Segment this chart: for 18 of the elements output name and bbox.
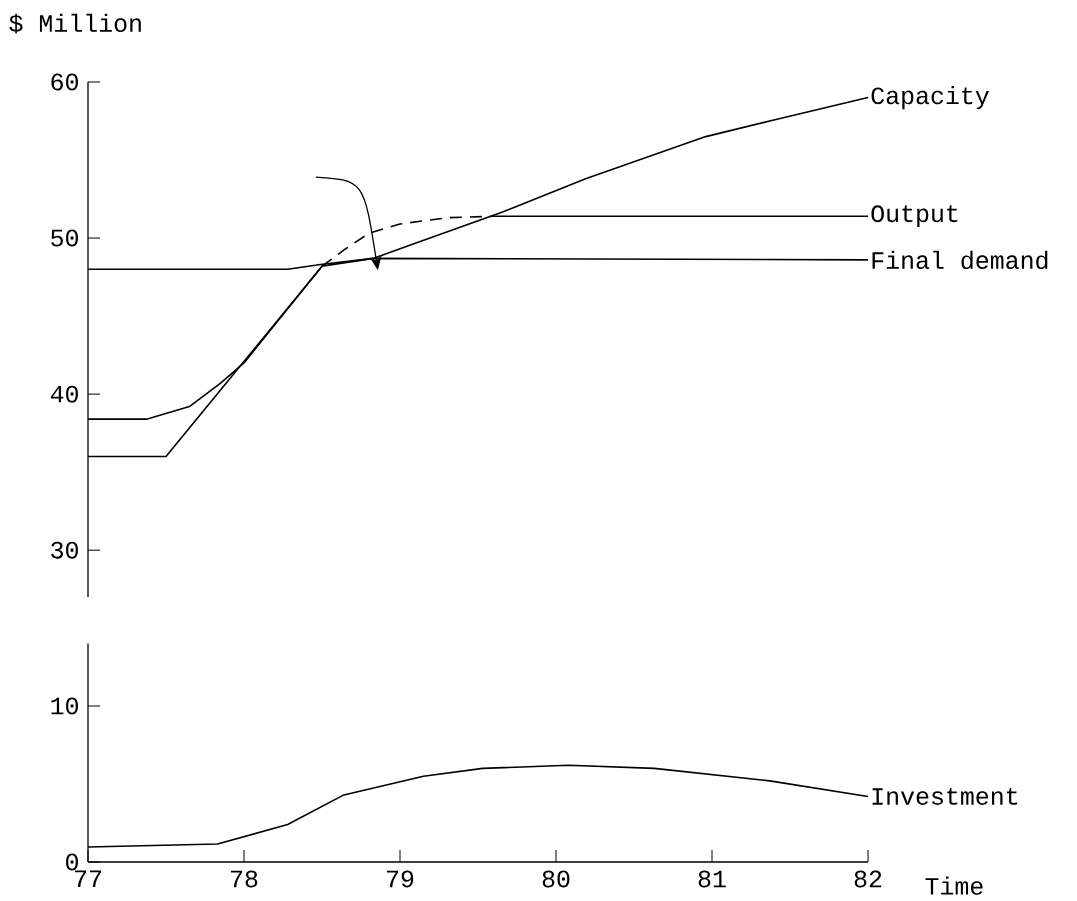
y-tick-label: 50: [51, 229, 78, 247]
y-tick-label: 40: [50, 385, 78, 403]
y-tick-label: 60: [51, 73, 78, 91]
y-tick-label: 10: [51, 697, 78, 715]
series-label: Final demand: [872, 250, 1048, 270]
y-axis-title: $ Million: [9, 13, 141, 34]
x-tick-label: 82: [854, 870, 882, 888]
series-label: Capacity: [871, 85, 989, 110]
x-tick-label: 81: [698, 870, 726, 888]
y-tick-label: 0: [66, 853, 78, 871]
x-tick-label: 77: [74, 870, 101, 887]
x-tick-label: 78: [230, 870, 258, 888]
x-axis-title: Time: [925, 876, 983, 895]
series-label: Investment: [872, 788, 1018, 805]
x-tick-label: 79: [386, 870, 414, 888]
y-tick-label: 30: [51, 541, 78, 559]
x-tick-label: 80: [542, 870, 570, 888]
series-label: Output: [871, 205, 958, 228]
